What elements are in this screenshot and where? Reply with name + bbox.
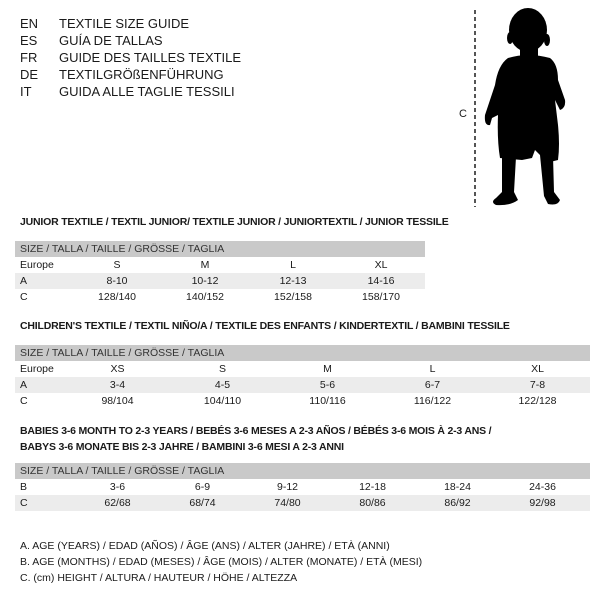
height-label: C: [459, 108, 467, 120]
table-row: Europe S M L XL: [15, 257, 425, 273]
table-cell: M: [200, 259, 210, 271]
row-label: C: [20, 497, 28, 509]
lang-code: EN: [20, 16, 39, 31]
babies-title-line1: BABIES 3-6 MONTH TO 2-3 YEARS / BEBÉS 3-…: [20, 425, 492, 437]
legend-a: A. AGE (YEARS) / EDAD (AÑOS) / ÂGE (ANS)…: [20, 540, 390, 552]
lang-title: GUÍA DE TALLAS: [59, 33, 163, 48]
table-cell: 62/68: [104, 497, 131, 509]
table-cell: S: [218, 363, 226, 375]
table-row: C 98/104 104/110 110/116 116/122 122/128: [15, 393, 590, 409]
lang-code: IT: [20, 84, 32, 99]
table-cell: 110/116: [309, 395, 346, 407]
legend-b: B. AGE (MONTHS) / EDAD (MESES) / ÂGE (MO…: [20, 556, 423, 568]
table-cell: L: [429, 363, 436, 375]
lang-code: FR: [20, 50, 38, 65]
table-cell: 6-7: [424, 379, 441, 391]
table-cell: XS: [110, 363, 125, 375]
lang-title: TEXTILE SIZE GUIDE: [59, 16, 190, 31]
table-cell: XL: [374, 259, 388, 271]
table-cell: 5-6: [319, 379, 336, 391]
table-cell: XL: [531, 363, 544, 375]
table-cell: 14-16: [367, 275, 395, 287]
babies-size-table: SIZE / TALLA / TAILLE / GRÖSSE / TAGLIA …: [15, 463, 590, 511]
table-cell: 24-36: [529, 481, 556, 493]
child-silhouette-icon: [474, 8, 566, 207]
row-label: C: [20, 395, 28, 407]
table-cell: 3-6: [109, 481, 126, 493]
legend-c: C. (cm) HEIGHT / ALTURA / HAUTEUR / HÖHE…: [20, 572, 298, 584]
lang-code: ES: [20, 33, 38, 48]
table-cell: L: [290, 259, 296, 271]
table-cell: 7-8: [529, 379, 546, 391]
lang-title: GUIDE DES TAILLES TEXTILE: [59, 50, 242, 65]
table-cell: 86/92: [444, 497, 471, 509]
table-cell: 3-4: [109, 379, 126, 391]
table-cell: 122/128: [518, 395, 557, 407]
table-cell: 104/110: [203, 395, 242, 407]
table-cell: 4-5: [214, 379, 231, 391]
table-cell: 158/170: [362, 291, 400, 303]
table-cell: 9-12: [276, 481, 298, 493]
table-cell: 6-9: [194, 481, 211, 493]
table-row: A 3-4 4-5 5-6 6-7 7-8: [15, 377, 590, 393]
table-header: SIZE / TALLA / TAILLE / GRÖSSE / TAGLIA: [15, 241, 425, 257]
table-cell: 10-12: [191, 275, 219, 287]
table-cell: 92/98: [529, 497, 556, 509]
table-row: A 8-10 10-12 12-13 14-16: [15, 273, 425, 289]
table-cell: M: [323, 363, 332, 375]
table-cell: 74/80: [274, 497, 301, 509]
table-header: SIZE / TALLA / TAILLE / GRÖSSE / TAGLIA: [15, 345, 590, 361]
table-row: B 3-6 6-9 9-12 12-18 18-24 24-36: [15, 479, 590, 495]
table-cell: 140/152: [186, 291, 224, 303]
table-cell: S: [113, 259, 121, 271]
table-header: SIZE / TALLA / TAILLE / GRÖSSE / TAGLIA: [15, 463, 590, 479]
row-label: A: [20, 379, 28, 391]
children-size-table: SIZE / TALLA / TAILLE / GRÖSSE / TAGLIA …: [15, 345, 590, 409]
table-row: C 62/68 68/74 74/80 80/86 86/92 92/98: [15, 495, 590, 511]
table-cell: 18-24: [444, 481, 471, 493]
table-cell: 68/74: [189, 497, 216, 509]
row-label: C: [20, 291, 28, 303]
table-cell: 152/158: [274, 291, 312, 303]
table-cell: 80/86: [359, 497, 386, 509]
table-row: Europe XS S M L XL: [15, 361, 590, 377]
children-title: CHILDREN'S TEXTILE / TEXTIL NIÑO/A / TEX…: [20, 320, 510, 332]
row-label: A: [20, 275, 28, 287]
junior-size-table: SIZE / TALLA / TAILLE / GRÖSSE / TAGLIA …: [15, 241, 425, 305]
row-label: Europe: [20, 363, 54, 375]
lang-title: GUIDA ALLE TAGLIE TESSILI: [59, 84, 235, 99]
lang-title: TEXTILGRÖßENFÜHRUNG: [59, 67, 224, 82]
table-cell: 128/140: [98, 291, 136, 303]
table-cell: 116/122: [413, 395, 452, 407]
babies-title-line2: BABYS 3-6 MONATE BIS 2-3 JAHRE / BAMBINI…: [20, 441, 344, 453]
junior-title: JUNIOR TEXTILE / TEXTIL JUNIOR/ TEXTILE …: [20, 216, 449, 228]
row-label: Europe: [20, 259, 54, 271]
table-cell: 12-13: [279, 275, 307, 287]
table-cell: 8-10: [106, 275, 128, 287]
lang-code: DE: [20, 67, 39, 82]
table-cell: 98/104: [101, 395, 134, 407]
table-cell: 12-18: [359, 481, 386, 493]
row-label: B: [20, 481, 28, 493]
table-row: C 128/140 140/152 152/158 158/170: [15, 289, 425, 305]
